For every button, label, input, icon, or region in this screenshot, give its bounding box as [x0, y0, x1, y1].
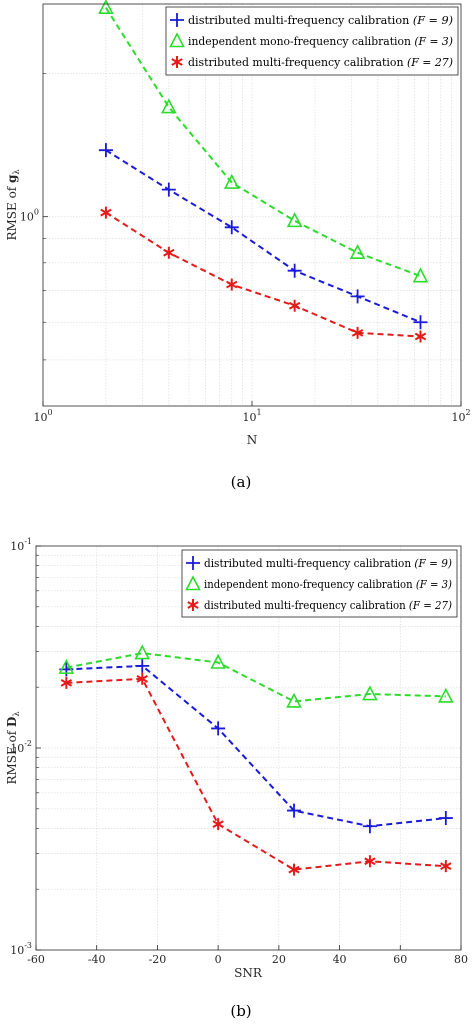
- legend-marker-3: [187, 599, 199, 611]
- series-markers-a: [98, 0, 429, 343]
- data-point-3: [226, 278, 238, 291]
- x-tick-label: 100: [33, 408, 52, 424]
- series-lines-a: [105, 7, 421, 338]
- data-point-2: [362, 685, 378, 701]
- legend-marker-2: [185, 575, 201, 591]
- y-tick-label: 10-1: [10, 537, 32, 553]
- data-point-1: [161, 182, 176, 197]
- data-point-2: [134, 644, 151, 660]
- data-point-1: [438, 811, 453, 826]
- y-tick-label: 10-3: [10, 941, 32, 957]
- data-point-3: [414, 330, 427, 343]
- legend-a-box: [165, 6, 459, 76]
- y-axis-label-b: RMSE of Dλ: [5, 711, 21, 784]
- data-point-3: [163, 246, 175, 259]
- data-point-1: [224, 220, 239, 235]
- series-lines-b: [66, 652, 446, 871]
- data-point-2: [438, 687, 454, 703]
- tick-labels-b: -60 -40 -20 0 20 40 60 80 10-3 10-2 10-1: [10, 537, 468, 966]
- x-axis-label-a: N: [247, 433, 258, 447]
- data-point-3: [100, 206, 112, 219]
- caption-a: (a): [231, 473, 252, 491]
- legend-marker-1: [170, 13, 184, 27]
- series-line-1: [66, 664, 446, 828]
- legend-label-2: independent mono-frequency calibration (…: [188, 35, 453, 48]
- legend-marker-1: [186, 556, 200, 570]
- chart-b: -60 -40 -20 0 20 40 60 80 10-3 10-2 10-1 SNR RMSE …: [5, 537, 468, 1020]
- data-point-2: [349, 243, 366, 260]
- x-tick-label: -60: [27, 953, 45, 966]
- legend-label-3: distributed multi-frequency calibration …: [188, 56, 453, 69]
- data-point-2: [412, 267, 429, 283]
- x-tick-label: 80: [454, 953, 468, 966]
- x-axis-label-b: SNR: [234, 966, 263, 980]
- x-tick-label: 0: [215, 953, 222, 966]
- caption-b: (b): [230, 1002, 251, 1020]
- x-tick-label: -20: [149, 953, 167, 966]
- y-tick-label: 100: [20, 208, 39, 224]
- data-point-1: [287, 263, 302, 278]
- data-point-1: [413, 315, 428, 330]
- x-tick-label: 60: [393, 953, 407, 966]
- data-point-3: [288, 299, 301, 312]
- legend-label-1: distributed multi-frequency calibration …: [204, 557, 452, 570]
- legend-marker-3: [171, 56, 183, 68]
- data-point-2: [223, 173, 240, 189]
- legend-label-3: distributed multi-frequency calibration …: [204, 599, 452, 612]
- legend-b: distributed multi-frequency calibration …: [181, 549, 458, 618]
- data-point-2: [286, 212, 303, 228]
- ticks-a: [42, 73, 462, 406]
- series-line-2: [66, 652, 446, 703]
- data-point-1: [287, 803, 302, 818]
- data-point-1: [362, 819, 377, 834]
- series-line-3: [105, 211, 421, 338]
- data-point-2: [286, 692, 302, 708]
- series-line-2: [105, 7, 421, 278]
- data-point-1: [135, 658, 150, 673]
- tick-labels-a: 100 101 102 100: [20, 208, 471, 424]
- data-point-3: [440, 860, 452, 873]
- data-point-3: [212, 818, 224, 831]
- legend-marker-2: [169, 32, 185, 48]
- series-line-1: [105, 149, 421, 324]
- x-tick-label: 101: [242, 408, 261, 424]
- data-point-3: [288, 863, 300, 876]
- series-markers-b: [58, 644, 454, 876]
- chart-a: 100 101 102 100 N RMSE of gλ distributed mu…: [5, 0, 471, 491]
- legend-a: distributed multi-frequency calibration …: [165, 6, 459, 76]
- data-point-2: [210, 653, 226, 669]
- x-tick-label: -40: [88, 953, 106, 966]
- x-tick-label: 20: [272, 953, 286, 966]
- series-line-3: [66, 677, 446, 871]
- data-point-1: [98, 143, 113, 158]
- data-point-1: [211, 721, 226, 736]
- legend-b-box: [181, 549, 458, 618]
- ticks-b: [35, 545, 462, 951]
- y-axis-label-a: RMSE of gλ: [5, 169, 21, 240]
- data-point-3: [364, 855, 376, 868]
- data-point-3: [351, 326, 364, 339]
- data-point-1: [350, 289, 365, 304]
- legend-label-1: distributed multi-frequency calibration …: [188, 14, 453, 27]
- data-point-3: [136, 672, 148, 685]
- x-tick-label: 40: [333, 953, 347, 966]
- data-point-2: [98, 0, 114, 15]
- data-point-2: [58, 658, 75, 674]
- legend-label-2: independent mono-frequency calibration (…: [204, 578, 452, 591]
- y-tick-label: 10-2: [10, 739, 32, 755]
- x-tick-label: 102: [451, 408, 470, 424]
- data-point-3: [60, 676, 73, 689]
- data-point-2: [161, 98, 177, 114]
